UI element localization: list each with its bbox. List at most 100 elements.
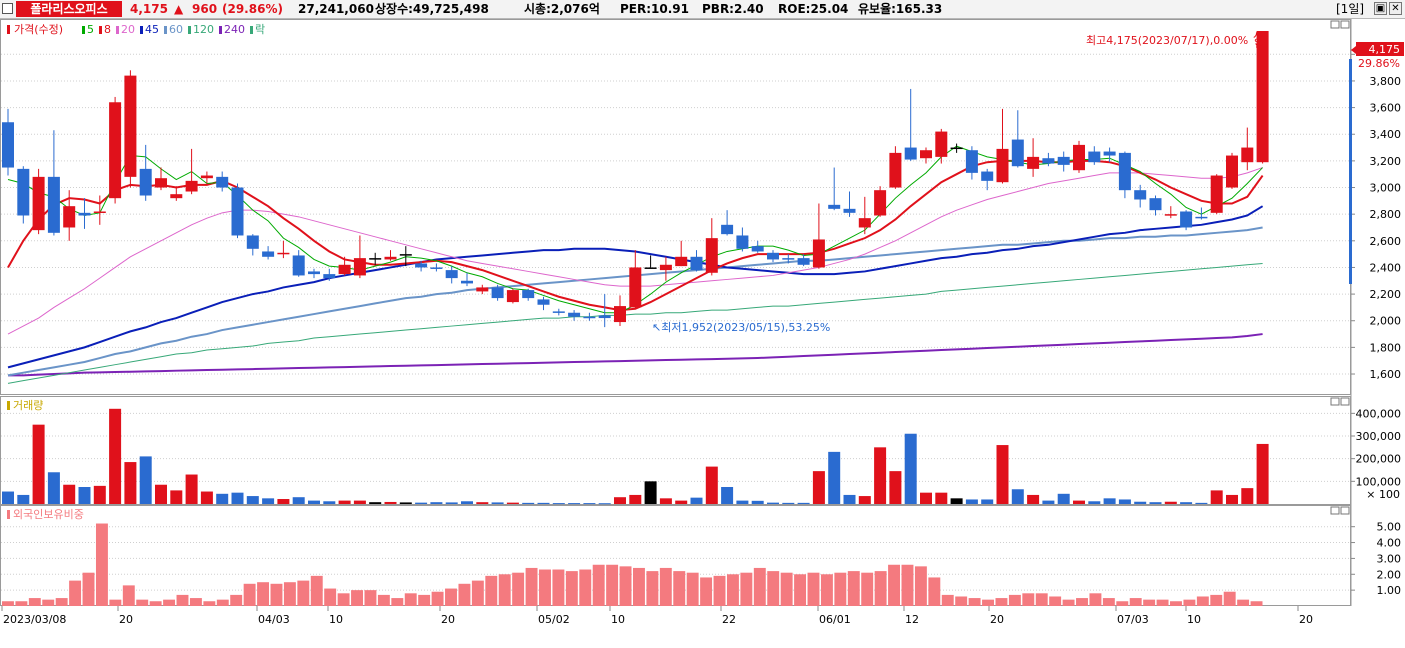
volume-bar: [399, 502, 412, 504]
volume-bar: [629, 494, 642, 504]
date-tick-label: 07/03: [1117, 613, 1149, 626]
candle-body: [292, 255, 305, 276]
foreign-ratio-bar: [619, 566, 632, 606]
foreign-ratio-bar: [297, 580, 310, 606]
foreign-ratio-bar: [606, 564, 619, 606]
price-legend: 가격(수정) 5 8 20 45 60 120 240 락: [7, 23, 265, 36]
foreign-ratio-bar: [673, 571, 686, 606]
period-selector[interactable]: [1일]: [1336, 2, 1365, 16]
candle-body: [170, 194, 183, 199]
volume-bar: [1164, 501, 1177, 504]
candle: [200, 171, 213, 184]
volume-bar: [1149, 502, 1162, 504]
foreign-tick-label: 3.00: [1377, 552, 1402, 565]
candle: [1027, 138, 1040, 177]
candle-body: [950, 147, 963, 150]
candle-body: [614, 306, 626, 323]
candle-body: [200, 175, 213, 179]
candle: [828, 167, 841, 211]
foreign-ratio-bar: [55, 598, 68, 606]
volume-bar: [1088, 501, 1101, 504]
candle-body: [675, 256, 688, 267]
candle: [920, 147, 932, 164]
foreign-tick-label: 5.00: [1377, 521, 1402, 534]
panel-minimize-icon[interactable]: [1330, 397, 1340, 406]
price-panel-buttons[interactable]: [1330, 20, 1350, 29]
candle-body: [476, 287, 489, 292]
foreign-ratio-bars: [2, 523, 1263, 606]
restore-icon[interactable]: ▣: [1374, 2, 1387, 15]
chart-select-checkbox[interactable]: [2, 3, 13, 14]
close-icon[interactable]: ✕: [1389, 2, 1402, 15]
foreign-ratio-bar: [794, 574, 807, 606]
candle: [705, 218, 718, 276]
foreign-panel-buttons[interactable]: [1330, 506, 1350, 515]
foreign-ratio-bar: [82, 572, 95, 606]
volume-bar: [1073, 500, 1085, 504]
candle-body: [415, 263, 428, 268]
candle-body: [231, 187, 244, 236]
candle-body: [308, 271, 320, 275]
candle-body: [843, 208, 856, 213]
foreign-ratio-bar: [176, 594, 189, 606]
foreign-ratio-bar: [726, 574, 739, 606]
stock-name[interactable]: 폴라리스오피스: [16, 1, 122, 17]
up-arrow-icon: ▲: [174, 2, 184, 16]
listed-shares: 상장수:49,725,498: [375, 2, 489, 16]
volume-bar: [155, 484, 167, 504]
stock-chart[interactable]: 1,600 1,800 2,000 2,200 2,400 2,600 2,800 3,000…: [0, 19, 1405, 648]
candle: [338, 256, 351, 276]
candle: [675, 240, 688, 267]
price-tick-label: 2,600: [1370, 235, 1402, 248]
volume-bar: [1027, 494, 1040, 504]
candle-body: [246, 235, 259, 249]
foreign-ratio-bar: [28, 598, 41, 606]
volume-bar: [965, 499, 978, 504]
candle-body: [568, 312, 581, 317]
candle: [1256, 30, 1269, 164]
candle: [308, 268, 320, 279]
date-tick-label: 12: [905, 613, 919, 626]
ma-legend-label: 8: [104, 23, 111, 36]
price-tick-label: 3,200: [1370, 155, 1402, 168]
roe-value: ROE:25.04: [778, 2, 849, 16]
panel-minimize-icon[interactable]: [1330, 506, 1340, 515]
panel-minimize-icon[interactable]: [1330, 20, 1340, 29]
volume-bar: [1011, 489, 1024, 504]
volume-bar: [1241, 488, 1254, 504]
price-tick-label: 2,400: [1370, 261, 1402, 274]
panel-close-icon[interactable]: [1340, 20, 1350, 29]
date-axis: 2023/03/08 20 04/03 10 20 05/02 10 22 06/01 12 20 0…: [1, 606, 1313, 626]
price-tick-label: 3,400: [1370, 128, 1402, 141]
candle: [185, 148, 198, 195]
market-cap: 시총:2,076억: [524, 2, 600, 16]
candle-body: [1195, 216, 1208, 219]
volume-panel-buttons[interactable]: [1330, 397, 1350, 406]
volume-bar: [139, 456, 152, 504]
foreign-ratio-bar: [874, 571, 887, 606]
foreign-ratio-bar: [391, 598, 404, 606]
volume-bar: [659, 498, 672, 504]
foreign-ratio-bar: [1022, 593, 1035, 606]
foreign-ratio-bar: [888, 564, 901, 606]
candle: [721, 210, 734, 236]
candle: [981, 168, 994, 191]
candle-body: [17, 168, 30, 216]
candle: [124, 70, 137, 188]
panel-close-icon[interactable]: [1340, 506, 1350, 515]
volume-bar: [384, 501, 397, 504]
ma-legend-marker: [82, 26, 85, 34]
volume-bar: [292, 497, 305, 504]
volume-bar: [935, 492, 948, 504]
candle-body: [629, 267, 642, 308]
low-annotation-text: 최저1,952(2023/05/15),53.25%: [661, 321, 830, 334]
foreign-ratio-bar: [42, 599, 55, 606]
candle: [506, 288, 519, 304]
ma-legend-marker: [250, 26, 253, 34]
candle: [170, 186, 183, 201]
foreign-ratio-bar: [1102, 598, 1115, 606]
panel-close-icon[interactable]: [1340, 397, 1350, 406]
date-tick-label: 05/02: [538, 613, 570, 626]
foreign-ratio-bar: [686, 572, 699, 606]
candle: [1103, 147, 1116, 163]
